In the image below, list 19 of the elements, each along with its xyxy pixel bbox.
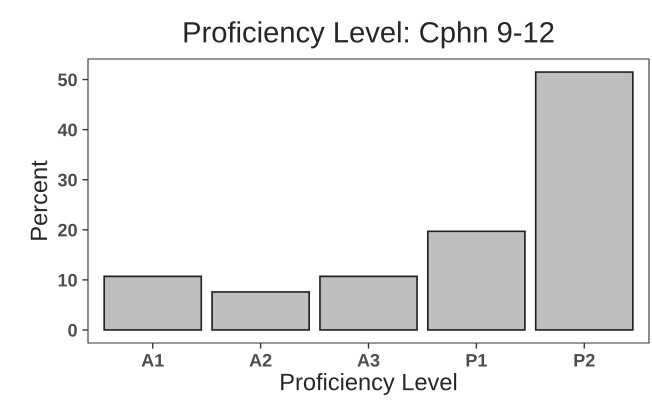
x-tick-label: A1 xyxy=(142,354,164,366)
y-tick-label: 30 xyxy=(58,174,77,186)
chart-title: Proficiency Level: Cphn 9-12 xyxy=(184,21,554,48)
y-tick-label: 40 xyxy=(58,124,77,136)
bar xyxy=(211,291,310,331)
bar xyxy=(427,230,526,331)
x-tick-label: A2 xyxy=(250,354,272,366)
bar xyxy=(103,276,202,331)
x-axis-title: Proficiency Level xyxy=(281,373,456,396)
x-tick-label: P1 xyxy=(466,354,487,366)
x-tick-label: A3 xyxy=(357,354,380,367)
x-tick-label: P2 xyxy=(574,354,595,366)
y-axis-title: Percent xyxy=(30,160,48,240)
y-tick-label: 10 xyxy=(58,274,77,287)
y-tick-label: 20 xyxy=(58,224,77,237)
bar xyxy=(534,71,634,331)
y-tick-label: 0 xyxy=(68,324,77,337)
y-tick-label: 50 xyxy=(58,73,77,86)
bar xyxy=(319,276,418,331)
